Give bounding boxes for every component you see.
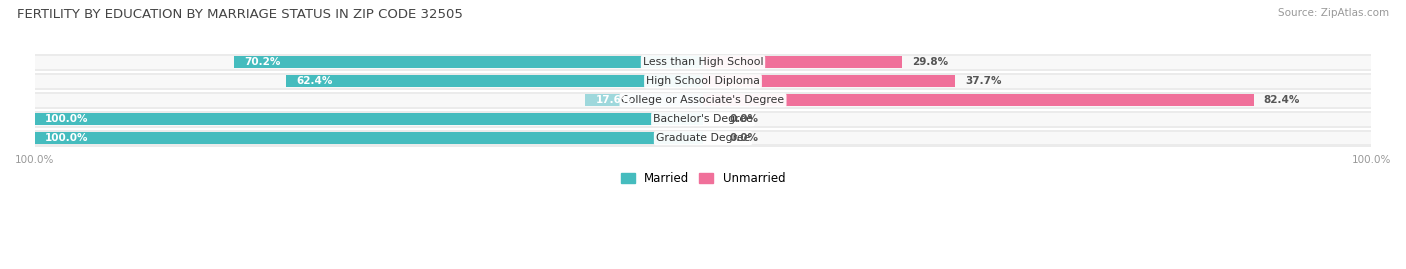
- Text: High School Diploma: High School Diploma: [647, 76, 759, 86]
- Bar: [703, 75, 955, 87]
- Bar: [28, 73, 1378, 90]
- Bar: [35, 132, 703, 144]
- Text: 37.7%: 37.7%: [965, 76, 1001, 86]
- Text: 100.0%: 100.0%: [45, 114, 89, 124]
- Bar: [28, 54, 1378, 71]
- Bar: [703, 94, 1254, 106]
- Text: FERTILITY BY EDUCATION BY MARRIAGE STATUS IN ZIP CODE 32505: FERTILITY BY EDUCATION BY MARRIAGE STATU…: [17, 8, 463, 21]
- Text: 100.0%: 100.0%: [45, 133, 89, 143]
- Text: 0.0%: 0.0%: [730, 114, 759, 124]
- Text: 82.4%: 82.4%: [1264, 95, 1301, 105]
- Legend: Married, Unmarried: Married, Unmarried: [616, 168, 790, 190]
- Text: 62.4%: 62.4%: [297, 76, 332, 86]
- Bar: [28, 130, 1378, 147]
- Text: Less than High School: Less than High School: [643, 57, 763, 67]
- Bar: [28, 92, 1378, 109]
- Text: College or Associate's Degree: College or Associate's Degree: [621, 95, 785, 105]
- Text: Bachelor's Degree: Bachelor's Degree: [652, 114, 754, 124]
- Text: 0.0%: 0.0%: [730, 133, 759, 143]
- Text: 70.2%: 70.2%: [243, 57, 280, 67]
- Bar: [285, 75, 703, 87]
- Bar: [35, 75, 1371, 87]
- Bar: [233, 56, 703, 68]
- Bar: [35, 94, 1371, 107]
- Bar: [35, 113, 1371, 126]
- Text: 17.6%: 17.6%: [595, 95, 631, 105]
- Bar: [35, 56, 1371, 69]
- Text: Source: ZipAtlas.com: Source: ZipAtlas.com: [1278, 8, 1389, 18]
- Text: 29.8%: 29.8%: [912, 57, 948, 67]
- Bar: [28, 111, 1378, 128]
- Text: Graduate Degree: Graduate Degree: [655, 133, 751, 143]
- Bar: [35, 132, 1371, 144]
- Bar: [585, 94, 703, 106]
- Bar: [703, 56, 903, 68]
- Bar: [35, 113, 703, 125]
